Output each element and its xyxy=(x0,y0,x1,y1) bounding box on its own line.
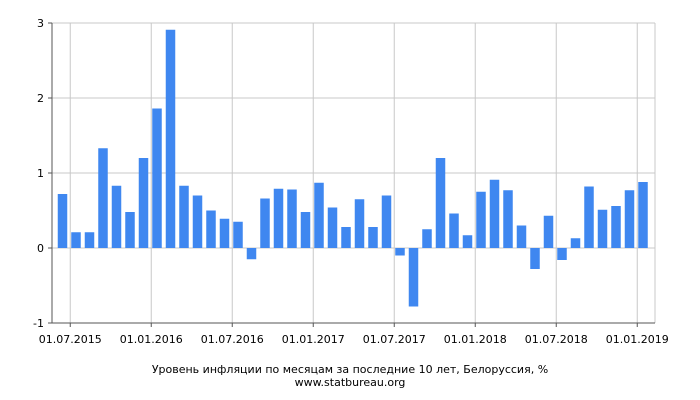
bar xyxy=(611,206,621,248)
x-tick-label: 01.07.2018 xyxy=(525,333,588,346)
x-tick-label: 01.01.2017 xyxy=(282,333,345,346)
bar xyxy=(111,185,122,248)
x-tick-label: 01.07.2017 xyxy=(363,333,426,346)
bar xyxy=(462,235,473,248)
bar xyxy=(381,195,392,248)
bar xyxy=(98,148,108,248)
bar xyxy=(503,190,513,248)
y-tick-label: 0 xyxy=(37,242,44,255)
bar xyxy=(543,215,554,248)
x-tick-label: 01.07.2015 xyxy=(39,333,102,346)
bar xyxy=(395,248,405,256)
bar xyxy=(341,227,351,248)
bar xyxy=(246,248,257,260)
bar xyxy=(354,199,365,248)
bar xyxy=(233,221,243,248)
bar xyxy=(273,188,284,248)
bar xyxy=(584,186,594,248)
bar xyxy=(476,191,486,248)
bar xyxy=(300,212,311,248)
bar xyxy=(435,158,446,248)
y-tick-label: 2 xyxy=(37,92,44,105)
bar xyxy=(192,195,203,248)
bar xyxy=(179,185,189,248)
bar xyxy=(165,29,176,248)
bar xyxy=(368,227,378,248)
x-tick-label: 01.01.2018 xyxy=(444,333,507,346)
bar xyxy=(624,190,635,248)
y-tick-label: 1 xyxy=(37,167,44,180)
bar xyxy=(422,229,432,248)
y-tick-label: 3 xyxy=(37,17,44,30)
bar xyxy=(638,182,648,248)
bar xyxy=(138,158,149,248)
x-tick-label: 01.07.2016 xyxy=(201,333,264,346)
bar xyxy=(125,212,135,248)
bar xyxy=(206,210,216,248)
bar xyxy=(570,238,581,248)
x-tick-label: 01.01.2016 xyxy=(120,333,183,346)
bar xyxy=(489,179,500,248)
bar xyxy=(84,232,95,248)
bar xyxy=(597,209,608,248)
axes-layer xyxy=(48,22,655,327)
bar xyxy=(408,248,419,307)
x-tick-label: 01.01.2019 xyxy=(606,333,669,346)
y-tick-label: -1 xyxy=(33,317,44,330)
bar xyxy=(314,182,324,248)
bar xyxy=(516,225,527,248)
bar xyxy=(57,194,68,248)
bar xyxy=(557,248,567,260)
bars-layer xyxy=(57,29,648,307)
bar xyxy=(327,207,338,248)
labels-layer: -1 0 1 2 3 01.07.2015 01.01.2016 01.07.2016 01.0… xyxy=(33,17,669,346)
bar xyxy=(449,213,459,248)
bar xyxy=(530,248,540,269)
bar xyxy=(219,218,230,248)
bar xyxy=(260,198,270,248)
chart-subtitle: www.statbureau.org xyxy=(295,376,406,389)
chart-title: Уровень инфляции по месяцам за последние… xyxy=(152,363,548,376)
bar xyxy=(152,108,162,248)
bar xyxy=(287,189,297,248)
bar xyxy=(71,232,81,248)
